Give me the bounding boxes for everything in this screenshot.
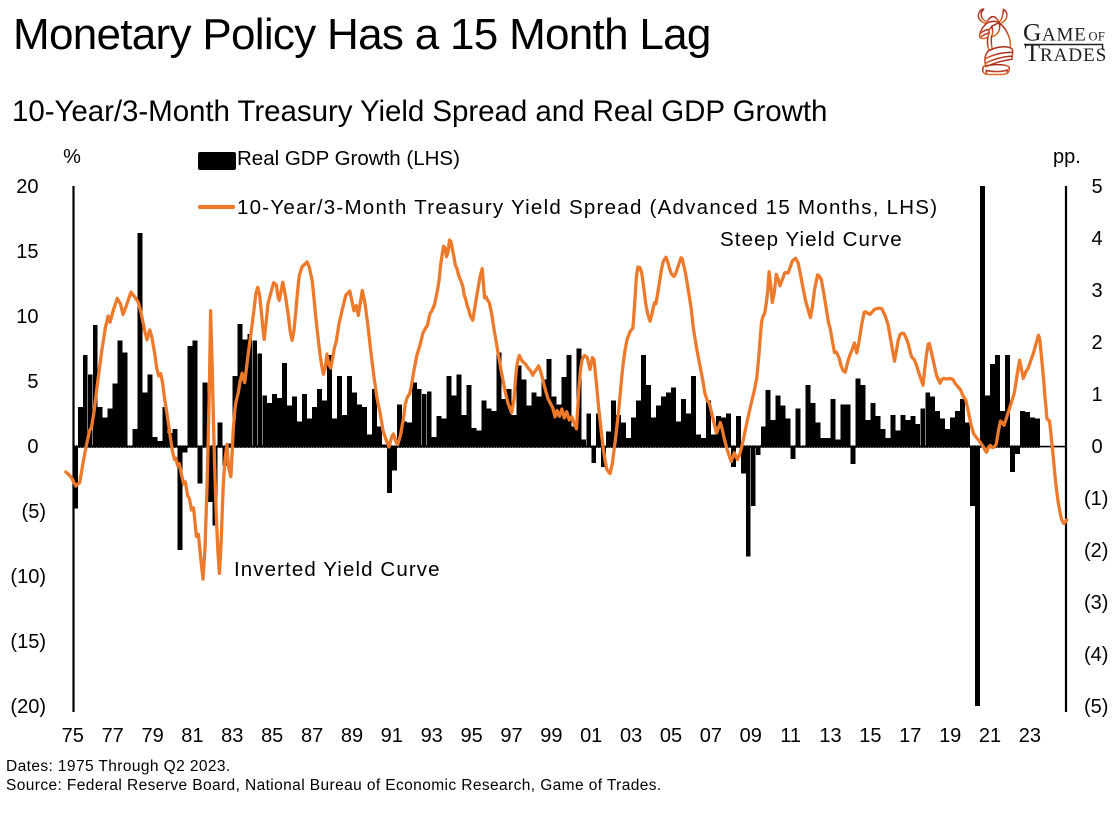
- svg-text:99: 99: [540, 725, 562, 747]
- svg-text:97: 97: [500, 725, 522, 747]
- svg-text:(2): (2): [1084, 540, 1108, 562]
- svg-text:(20): (20): [10, 696, 46, 718]
- svg-text:(10): (10): [10, 566, 46, 588]
- svg-text:2: 2: [1092, 332, 1103, 354]
- svg-text:3: 3: [1092, 280, 1103, 302]
- svg-text:(5): (5): [22, 501, 46, 523]
- svg-text:AME: AME: [1042, 25, 1087, 46]
- svg-text:81: 81: [181, 725, 203, 747]
- svg-text:17: 17: [899, 725, 921, 747]
- svg-text:95: 95: [460, 725, 482, 747]
- svg-text:03: 03: [620, 725, 642, 747]
- svg-text:(5): (5): [1084, 696, 1108, 718]
- svg-text:91: 91: [381, 725, 403, 747]
- svg-text:%: %: [63, 146, 81, 168]
- svg-text:87: 87: [301, 725, 323, 747]
- svg-text:0: 0: [1092, 436, 1103, 458]
- svg-text:Inverted Yield Curve: Inverted Yield Curve: [234, 558, 441, 581]
- svg-text:20: 20: [16, 176, 38, 198]
- svg-text:G: G: [1023, 18, 1041, 47]
- svg-text:13: 13: [819, 725, 841, 747]
- svg-text:75: 75: [62, 725, 84, 747]
- svg-text:Real GDP Growth (LHS): Real GDP Growth (LHS): [237, 147, 460, 170]
- svg-text:09: 09: [740, 725, 762, 747]
- svg-text:10: 10: [16, 306, 38, 328]
- svg-text:01: 01: [580, 725, 602, 747]
- svg-text:89: 89: [341, 725, 363, 747]
- svg-text:Monetary Policy Has a 15 Month: Monetary Policy Has a 15 Month Lag: [13, 10, 711, 59]
- svg-text:83: 83: [221, 725, 243, 747]
- svg-text:Steep Yield Curve: Steep Yield Curve: [720, 228, 903, 251]
- svg-text:10-Year/3-Month Treasury Yield: 10-Year/3-Month Treasury Yield Spread (A…: [237, 196, 938, 219]
- svg-text:15: 15: [16, 241, 38, 263]
- svg-text:RADES: RADES: [1040, 45, 1107, 66]
- svg-text:79: 79: [141, 725, 163, 747]
- svg-text:85: 85: [261, 725, 283, 747]
- svg-text:T: T: [1025, 38, 1041, 67]
- svg-text:21: 21: [979, 725, 1001, 747]
- svg-text:4: 4: [1092, 228, 1103, 250]
- svg-text:10-Year/3-Month Treasury Yield: 10-Year/3-Month Treasury Yield Spread an…: [12, 95, 827, 128]
- svg-text:0: 0: [27, 436, 38, 458]
- svg-text:11: 11: [780, 725, 801, 747]
- svg-text:1: 1: [1092, 384, 1103, 406]
- svg-text:77: 77: [102, 725, 124, 747]
- svg-text:23: 23: [1019, 725, 1041, 747]
- svg-text:pp.: pp.: [1053, 146, 1081, 168]
- svg-text:(4): (4): [1084, 644, 1108, 666]
- svg-text:5: 5: [1092, 176, 1103, 198]
- svg-text:(3): (3): [1084, 592, 1108, 614]
- svg-text:19: 19: [939, 725, 961, 747]
- svg-text:(15): (15): [10, 631, 46, 653]
- svg-text:(1): (1): [1084, 488, 1108, 510]
- svg-text:Dates: 1975 Through Q2 2023.: Dates: 1975 Through Q2 2023.: [6, 758, 231, 775]
- svg-text:Source: Federal Reserve Board,: Source: Federal Reserve Board, National …: [6, 777, 662, 794]
- svg-text:93: 93: [421, 725, 443, 747]
- svg-text:15: 15: [859, 725, 881, 747]
- svg-text:OF: OF: [1089, 30, 1106, 44]
- svg-text:07: 07: [700, 725, 722, 747]
- svg-text:05: 05: [660, 725, 682, 747]
- svg-text:5: 5: [27, 371, 38, 393]
